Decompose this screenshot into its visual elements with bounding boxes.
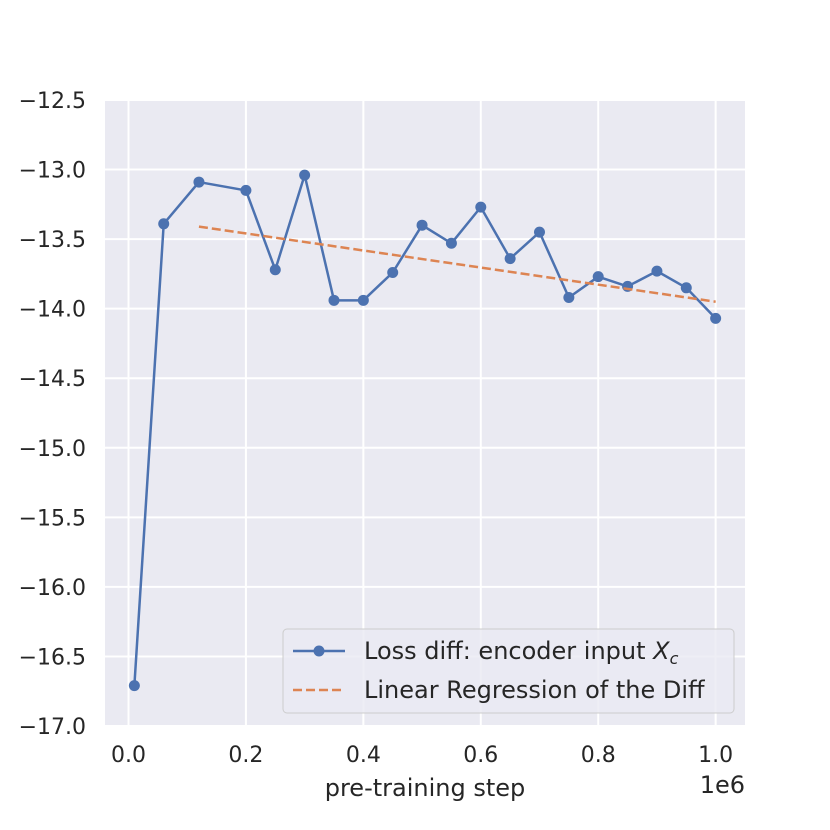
x-tick-labels: 0.0 0.2 0.4 0.6 0.8 1.0 xyxy=(111,743,733,768)
data-point xyxy=(533,226,545,238)
data-point xyxy=(680,282,692,294)
data-point xyxy=(357,294,369,306)
y-tick-label: −16.0 xyxy=(19,576,86,601)
legend-marker-loss-diff xyxy=(313,645,325,657)
y-tick-label: −13.5 xyxy=(19,228,86,253)
data-point xyxy=(710,312,722,324)
data-point xyxy=(240,184,252,196)
y-tick-label: −16.5 xyxy=(19,645,86,670)
legend: Loss diff: encoder input Xc Linear Regre… xyxy=(282,628,735,714)
x-tick-label: 0.4 xyxy=(346,743,381,768)
data-point xyxy=(592,271,604,283)
x-tick-label: 0.2 xyxy=(228,743,263,768)
legend-label-loss-diff-var: X xyxy=(651,637,670,665)
data-point xyxy=(299,169,311,181)
y-tick-label: −12.5 xyxy=(19,89,86,114)
legend-label-loss-diff-main: Loss diff: encoder input xyxy=(364,637,653,665)
x-tick-label: 0.8 xyxy=(581,743,616,768)
x-tick-label: 1.0 xyxy=(698,743,733,768)
data-point xyxy=(193,176,205,188)
data-point xyxy=(445,237,457,249)
data-point xyxy=(475,201,487,213)
plot-background xyxy=(105,100,745,726)
x-tick-label: 0.0 xyxy=(111,743,146,768)
data-point xyxy=(269,264,281,276)
data-point xyxy=(563,292,575,304)
legend-label-loss-diff: Loss diff: encoder input Xc xyxy=(364,637,679,668)
legend-box xyxy=(282,628,735,714)
data-point xyxy=(504,253,516,265)
data-point xyxy=(158,218,170,230)
data-point xyxy=(387,266,399,278)
data-point xyxy=(651,265,663,277)
y-tick-labels: −12.5 −13.0 −13.5 −14.0 −14.5 −15.0 −15.5 −16.0… xyxy=(19,89,86,740)
x-axis-label: pre-training step xyxy=(325,774,526,802)
data-point xyxy=(416,219,428,231)
legend-label-regression: Linear Regression of the Diff xyxy=(364,676,705,704)
y-tick-label: −15.0 xyxy=(19,437,86,462)
series-line-1 xyxy=(198,225,716,303)
legend-label-loss-diff-sub: c xyxy=(670,649,679,668)
y-tick-label: −14.0 xyxy=(19,298,86,323)
x-tick-label: 0.6 xyxy=(463,743,498,768)
data-point xyxy=(128,680,140,692)
y-tick-label: −14.5 xyxy=(19,367,86,392)
y-tick-label: −13.0 xyxy=(19,159,86,184)
y-tick-label: −15.5 xyxy=(19,506,86,531)
data-point xyxy=(328,294,340,306)
series-layer xyxy=(128,169,722,692)
x-offset-label: 1e6 xyxy=(700,771,745,799)
y-tick-label: −17.0 xyxy=(19,715,86,740)
